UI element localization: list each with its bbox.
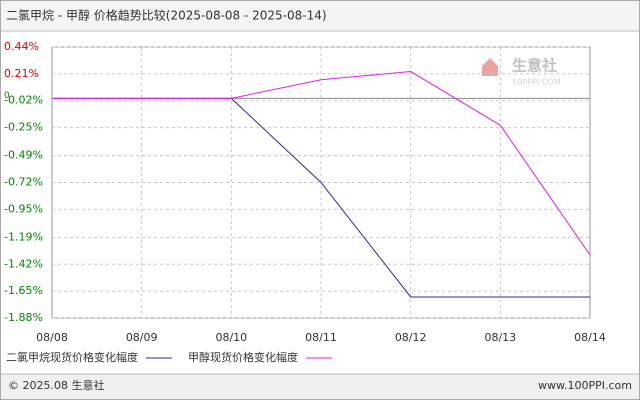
x-tick-label: 08/10 [215,331,247,344]
watermark: 生意社 100PPI.COM [482,57,561,87]
zero-label: 0 [4,91,10,101]
y-tick-label: -0.25% [4,121,43,134]
footer-bar [1,374,639,399]
x-tick-label: 08/12 [395,331,427,344]
y-tick-label: -1.88% [4,311,43,324]
x-tick-label: 08/11 [305,331,337,344]
x-tick-label: 08/13 [484,331,516,344]
watermark-name: 生意社 [512,57,557,75]
y-tick-label: -0.95% [4,202,43,215]
y-tick-label: -1.19% [4,230,43,243]
series-line [52,71,591,256]
x-tick-label: 08/09 [126,331,158,344]
y-tick-label: -0.02% [4,94,43,107]
y-tick-label: -0.49% [4,149,43,162]
y-tick-label: 0.44% [4,40,39,53]
footer-right: www.100PPI.com [538,379,632,392]
footer-left: © 2025.08 生意社 [8,378,104,392]
y-tick-label: -0.72% [4,176,43,189]
legend-label: 甲醇现货价格变化幅度 [188,350,298,364]
x-tick-label: 08/08 [36,331,68,344]
legend-label: 二氯甲烷现货价格变化幅度 [6,350,138,364]
header-bar [1,1,639,31]
chart-title: 二氯甲烷 - 甲醇 价格趋势比较(2025-08-08 - 2025-08-14… [6,8,327,23]
watermark-icon [482,58,498,76]
y-tick-label: -1.42% [4,257,43,270]
watermark-site: 100PPI.COM [512,78,561,87]
y-tick-label: 0.21% [4,67,39,80]
y-tick-label: -1.65% [4,284,43,297]
x-tick-label: 08/14 [574,331,606,344]
